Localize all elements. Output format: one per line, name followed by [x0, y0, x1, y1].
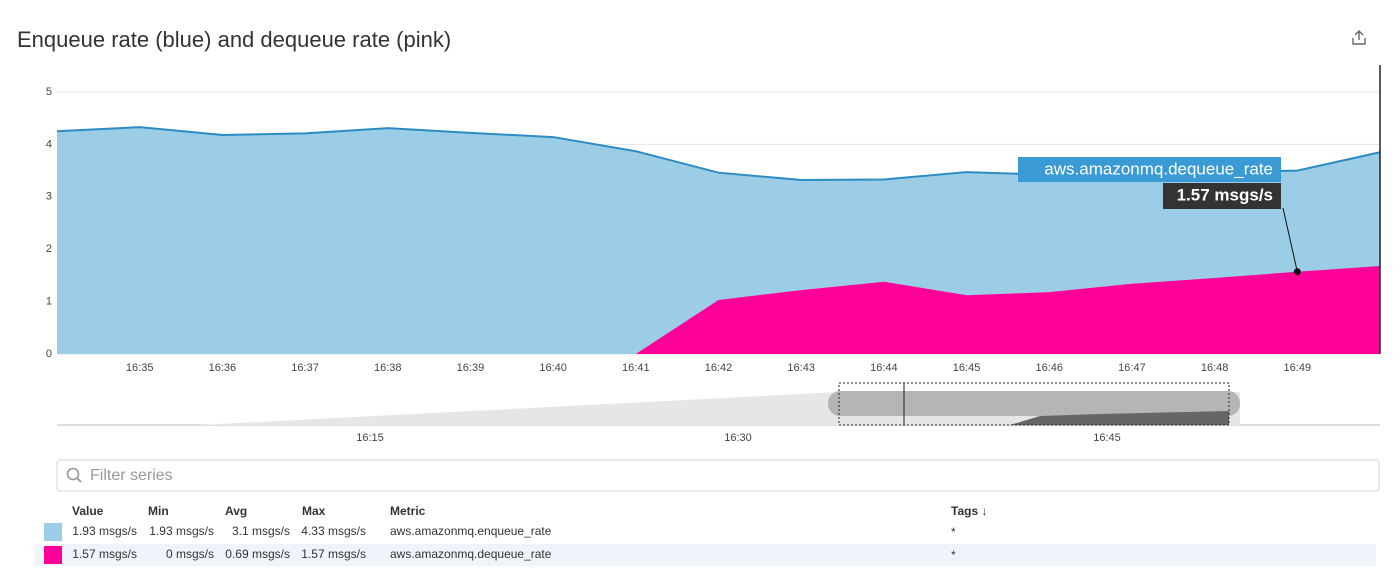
table-cell: * — [951, 548, 956, 562]
x-tick-label: 16:36 — [209, 362, 237, 374]
x-tick-label: 16:41 — [622, 362, 650, 374]
table-cell: 0 msgs/s — [166, 547, 214, 561]
navigator-tick-label: 16:30 — [724, 432, 752, 444]
y-tick-label: 4 — [46, 138, 52, 150]
hover-point — [1293, 268, 1301, 276]
table-cell: 4.33 msgs/s — [301, 524, 366, 538]
metric-name: aws.amazonmq.enqueue_rate — [390, 524, 552, 538]
legend-table: Value Min Avg Max Metric Tags ↓ 1.93 msgs/s 1.9… — [44, 504, 987, 564]
y-tick-label: 0 — [46, 348, 52, 360]
navigator-tick-label: 16:15 — [356, 432, 384, 444]
navigator-dequeue — [1010, 411, 1229, 425]
area — [635, 265, 1380, 354]
tooltip-value-bg — [1163, 183, 1281, 209]
x-tick-label: 16:42 — [705, 362, 733, 374]
column-header[interactable]: Value — [72, 504, 104, 518]
x-tick-label: 16:46 — [1035, 362, 1063, 374]
table-cell: * — [951, 525, 956, 539]
x-tick-label: 16:35 — [126, 362, 154, 374]
column-header[interactable]: Avg — [225, 504, 247, 518]
table-cell: 1.93 msgs/s — [72, 524, 137, 538]
y-tick-label: 5 — [46, 86, 52, 98]
table-cell: 1.93 msgs/s — [149, 524, 214, 538]
search-icon — [66, 467, 80, 481]
x-tick-label: 16:37 — [291, 362, 319, 374]
column-header[interactable]: Metric — [390, 504, 426, 518]
table-cell: 1.57 msgs/s — [301, 547, 366, 561]
series-swatch — [44, 523, 62, 541]
search-icon-handle — [76, 477, 82, 483]
metric-name: aws.amazonmq.dequeue_rate — [390, 547, 552, 561]
widget-title: Enqueue rate (blue) and dequeue rate (pi… — [17, 27, 451, 52]
x-tick-label: 16:45 — [953, 362, 981, 374]
tooltip-metric: aws.amazonmq.dequeue_rate — [1044, 159, 1273, 178]
share-icon[interactable] — [1352, 30, 1366, 45]
navigator: 16:15 16:30 16:45 — [57, 382, 1380, 444]
navigator-window-fill — [828, 391, 1240, 416]
tooltip-metric-bg — [1018, 157, 1281, 182]
x-tick-label: 16:48 — [1201, 362, 1229, 374]
x-tick-label: 16:49 — [1284, 362, 1312, 374]
column-header[interactable]: Tags ↓ — [951, 504, 987, 518]
filter-input[interactable]: Filter series — [56, 459, 1380, 492]
y-tick-label: 3 — [46, 191, 52, 203]
tooltip-pointer — [1282, 207, 1298, 272]
x-tick-label: 16:43 — [787, 362, 815, 374]
x-tick-label: 16:40 — [539, 362, 567, 374]
x-tick-label: 16:38 — [374, 362, 402, 374]
filter-box[interactable] — [56, 459, 1380, 492]
table-cell: 0.69 msgs/s — [225, 547, 290, 561]
navigator-tick-label: 16:45 — [1093, 432, 1121, 444]
plot-area: 0 1 2 3 4 5 16:35 16:36 16:37 16:38 16:39 16:40 16:4… — [46, 86, 1381, 374]
table-cell: 3.1 msgs/s — [232, 524, 290, 538]
column-header[interactable]: Max — [302, 504, 326, 518]
filter-placeholder: Filter series — [90, 467, 173, 484]
y-tick-label: 2 — [46, 243, 52, 255]
tooltip: aws.amazonmq.dequeue_rate 1.57 msgs/s — [1018, 157, 1301, 276]
x-tick-label: 16:39 — [457, 362, 485, 374]
column-header[interactable]: Min — [148, 504, 169, 518]
y-tick-label: 1 — [46, 296, 52, 308]
x-tick-label: 16:44 — [870, 362, 898, 374]
share-glyph[interactable] — [1352, 30, 1366, 45]
x-tick-label: 16:47 — [1118, 362, 1146, 374]
series-swatch — [44, 546, 62, 564]
row-highlight — [35, 544, 1376, 566]
tooltip-value: 1.57 msgs/s — [1177, 185, 1273, 204]
table-cell: 1.57 msgs/s — [72, 547, 137, 561]
